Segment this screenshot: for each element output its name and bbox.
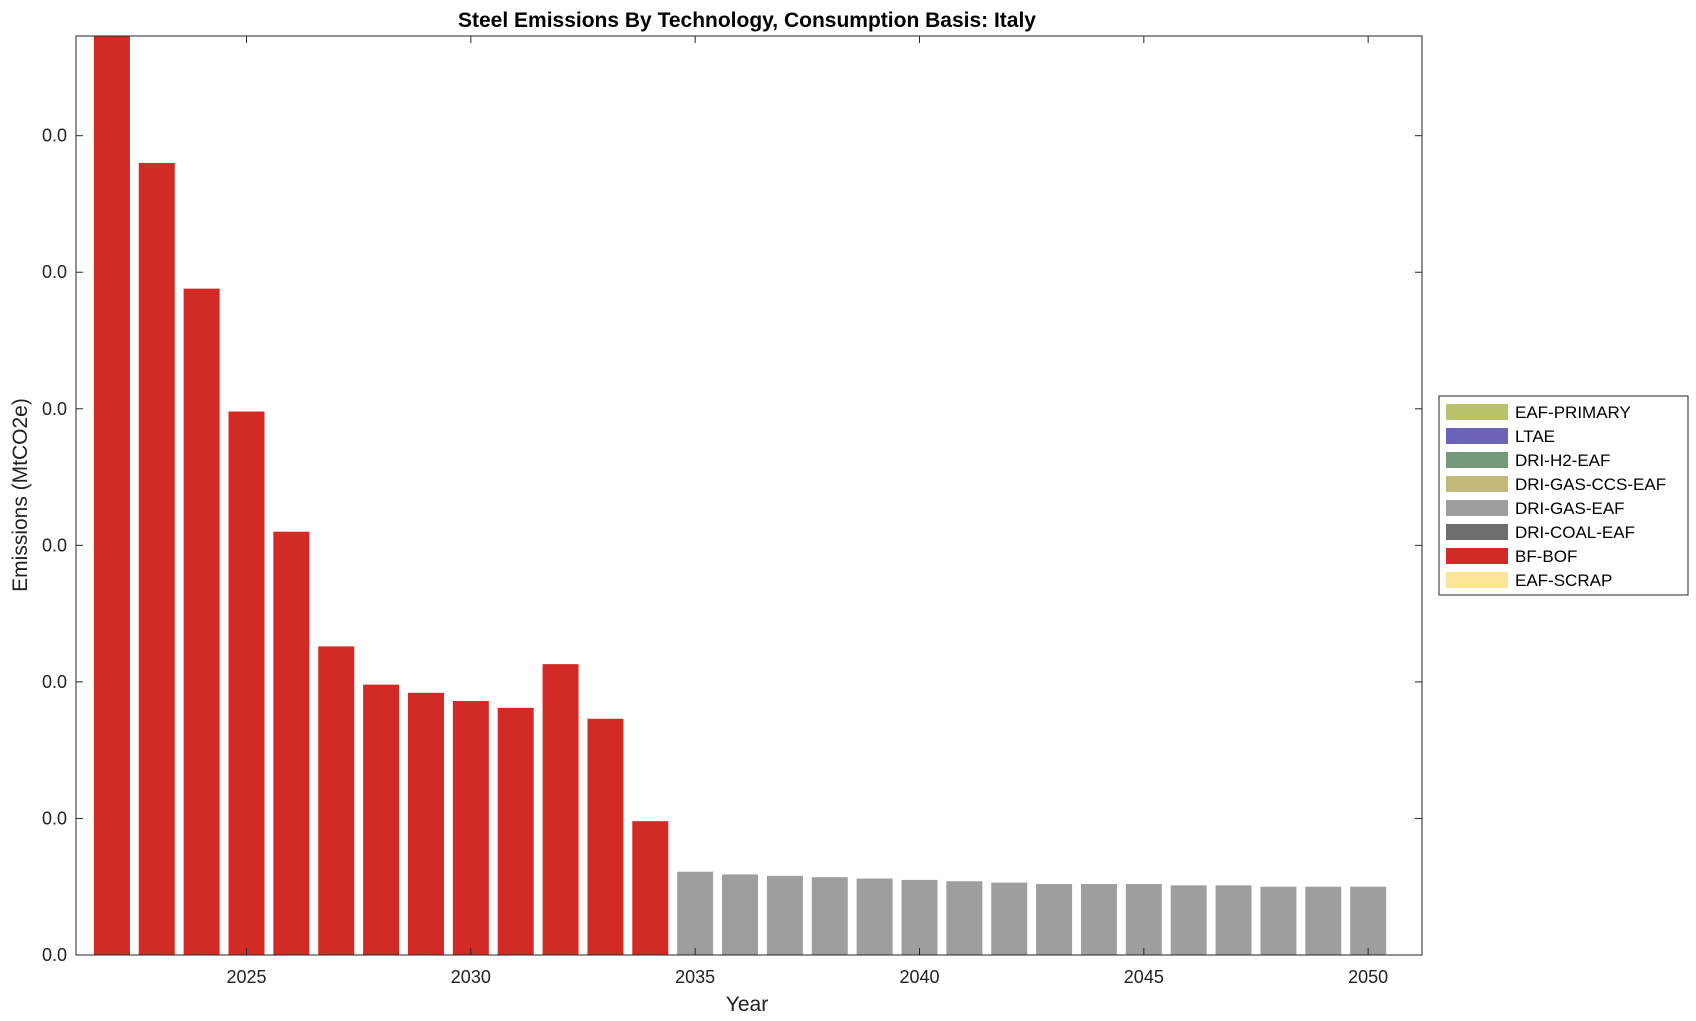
chart-title: Steel Emissions By Technology, Consumpti… [458,9,1036,32]
bar-dri-gas-eaf-2047 [1215,885,1252,955]
x-tick-label: 2025 [226,967,266,987]
bar-bf-bof-2023 [138,162,175,956]
bars-group [93,36,1387,956]
bar-dri-gas-eaf-2049 [1305,886,1342,955]
bar-bf-bof-2029 [407,692,444,955]
bar-dri-gas-eaf-2044 [1080,883,1117,955]
y-axis-label: Emissions (MtCO2e) [9,398,32,592]
legend-label-eaf-scrap: EAF-SCRAP [1515,571,1612,590]
bar-dri-gas-eaf-2037 [766,875,803,955]
legend: EAF-PRIMARY LTAE DRI-H2-EAF DRI-GAS-CCS-EAF… [1438,395,1689,596]
legend-swatch-dri-coal-eaf [1446,524,1508,540]
legend-label-eaf-primary: EAF-PRIMARY [1515,403,1631,422]
plot-area-frame [75,35,1423,956]
bar-dri-gas-eaf-2041 [946,881,983,955]
bar-dri-gas-eaf-2038 [811,877,848,955]
y-tick-label: 0.0 [42,808,67,828]
legend-label-dri-gas-eaf: DRI-GAS-EAF [1515,499,1625,518]
y-tick-label: 0.0 [42,672,67,692]
legend-label-dri-gas-ccs-eaf: DRI-GAS-CCS-EAF [1515,475,1666,494]
bar-bf-bof-2031 [497,707,534,955]
bar-dri-gas-eaf-2050 [1350,886,1387,955]
y-tick-label: 0.0 [42,535,67,555]
legend-swatch-dri-gas-eaf [1446,500,1508,516]
x-tick-label: 2030 [451,967,491,987]
legend-label-dri-coal-eaf: DRI-COAL-EAF [1515,523,1635,542]
bar-bf-bof-2030 [452,701,489,955]
bar-dri-gas-eaf-2039 [856,878,893,955]
bar-dri-gas-eaf-2045 [1125,883,1162,955]
bar-bf-bof-2026 [273,531,310,955]
y-tick-label: 0.0 [42,399,67,419]
x-tick-label: 2035 [675,967,715,987]
bar-dri-gas-eaf-2046 [1170,885,1207,955]
bar-bf-bof-2034 [632,821,669,955]
legend-swatch-dri-gas-ccs-eaf [1446,476,1508,492]
bar-bf-bof-2022 [93,36,130,955]
y-tick-label: 0.0 [42,126,67,146]
x-tick-label: 2045 [1124,967,1164,987]
legend-label-dri-h2-eaf: DRI-H2-EAF [1515,451,1610,470]
bar-dri-gas-eaf-2036 [722,874,759,955]
legend-swatch-ltae [1446,428,1508,444]
bar-bf-bof-2032 [542,664,579,955]
bar-dri-gas-eaf-2035 [677,871,714,955]
legend-swatch-bf-bof [1446,548,1508,564]
x-tick-label: 2040 [899,967,939,987]
x-axis-label: Year [726,993,768,1016]
x-tick-label: 2050 [1348,967,1388,987]
legend-swatch-dri-h2-eaf [1446,452,1508,468]
legend-swatch-eaf-primary [1446,404,1508,420]
legend-label-ltae: LTAE [1515,427,1555,446]
bar-bf-bof-2028 [363,684,400,955]
bar-dri-gas-eaf-2042 [991,882,1028,955]
legend-label-bf-bof: BF-BOF [1515,547,1577,566]
y-tick-label: 0.0 [42,945,67,965]
bar-dri-gas-eaf-2043 [1036,883,1073,955]
y-tick-label: 0.0 [42,262,67,282]
bar-bf-bof-2025 [228,411,265,955]
ticks-group: 2025 2030 2035 2040 2045 2050 0.0 0.0 0.0 0.0 0.0 0… [42,36,1422,987]
bar-dri-gas-eaf-2040 [901,879,938,955]
bar-dri-gas-eaf-2048 [1260,886,1297,955]
bar-bf-bof-2027 [318,646,355,955]
bar-bf-bof-2033 [587,718,624,955]
bar-bf-bof-2024 [183,288,220,955]
legend-swatch-eaf-scrap [1446,572,1508,588]
